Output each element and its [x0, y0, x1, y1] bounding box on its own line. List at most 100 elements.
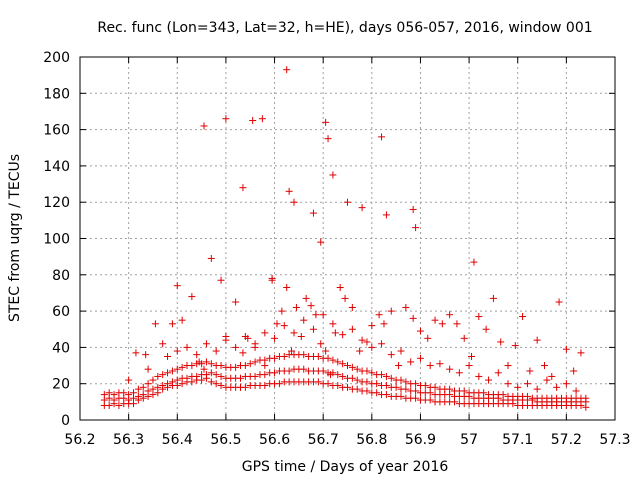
data-point	[339, 372, 347, 380]
x-tick-label: 56.7	[308, 432, 339, 448]
data-point	[339, 331, 347, 339]
data-point	[314, 352, 322, 360]
y-tick-label: 140	[43, 159, 70, 175]
chart-title: Rec. func (Lon=343, Lat=32, h=HE), days …	[97, 20, 592, 36]
data-points	[100, 66, 590, 411]
data-point	[307, 302, 315, 310]
data-point	[348, 325, 356, 333]
data-point	[341, 294, 349, 302]
data-point	[438, 320, 446, 328]
data-point	[188, 293, 196, 301]
data-point	[375, 311, 383, 319]
data-point	[329, 320, 337, 328]
y-axis-label: STEC from uqrg / TECUs	[7, 154, 23, 322]
data-point	[173, 376, 181, 384]
data-point	[188, 362, 196, 370]
data-point	[241, 362, 249, 370]
data-point	[344, 362, 351, 370]
data-point	[421, 382, 429, 390]
data-point	[363, 367, 371, 375]
x-tick-label: 56.9	[405, 432, 436, 448]
data-point	[368, 343, 376, 351]
data-point	[504, 362, 512, 370]
data-point	[363, 338, 371, 346]
data-point	[416, 327, 424, 335]
data-point	[202, 371, 210, 379]
data-point	[193, 351, 201, 359]
data-point	[149, 385, 157, 393]
data-point	[139, 383, 147, 391]
data-point	[358, 204, 366, 212]
data-point	[232, 343, 240, 351]
data-point	[453, 320, 461, 328]
data-point	[288, 347, 296, 355]
data-point	[407, 358, 415, 366]
data-point	[314, 378, 322, 386]
data-point	[426, 362, 434, 370]
data-point	[207, 369, 215, 377]
data-point	[217, 372, 225, 380]
data-point	[424, 334, 432, 342]
data-point	[348, 303, 356, 311]
data-point	[300, 351, 308, 359]
data-point	[200, 365, 208, 373]
data-point	[344, 198, 351, 206]
y-tick-label: 120	[43, 195, 70, 211]
data-point	[212, 371, 220, 379]
data-point	[392, 383, 400, 391]
data-point	[268, 274, 276, 282]
data-point	[497, 338, 505, 346]
data-point	[426, 396, 434, 404]
y-tick-label: 100	[43, 232, 70, 248]
data-point	[577, 349, 585, 357]
data-point	[105, 401, 113, 409]
data-point	[387, 351, 395, 359]
data-point	[402, 385, 410, 393]
data-point	[202, 340, 210, 348]
data-point	[446, 311, 454, 319]
data-point	[465, 362, 473, 370]
data-point	[125, 376, 133, 384]
x-axis-ticks: 56.2 56.3 56.4 56.5 56.6 56.7 56.8 56.9 57 57.1 57…	[64, 57, 631, 448]
data-point	[533, 385, 541, 393]
data-point	[533, 336, 541, 344]
data-point	[164, 352, 172, 360]
x-tick-label: 56.5	[210, 432, 241, 448]
data-point	[395, 362, 403, 370]
data-point	[460, 334, 468, 342]
data-point	[431, 316, 439, 324]
data-point	[324, 380, 332, 388]
data-point	[322, 347, 330, 355]
x-tick-label: 56.2	[64, 432, 95, 448]
x-tick-label: 56.4	[162, 432, 193, 448]
data-point	[154, 372, 162, 380]
data-point	[280, 322, 288, 330]
data-point	[251, 343, 259, 351]
data-point	[373, 380, 381, 388]
data-point	[455, 369, 463, 377]
data-point	[397, 376, 405, 384]
data-point	[202, 358, 210, 366]
x-tick-label: 57.3	[599, 432, 630, 448]
data-point	[482, 325, 490, 333]
data-point	[251, 358, 259, 366]
data-point	[319, 367, 327, 375]
y-tick-label: 60	[52, 304, 70, 320]
data-point	[164, 369, 172, 377]
data-point	[523, 392, 531, 400]
data-point	[499, 391, 507, 399]
data-point	[368, 322, 376, 330]
data-point	[285, 367, 293, 375]
data-point	[363, 387, 371, 395]
y-tick-label: 80	[52, 268, 70, 284]
x-tick-label: 57	[460, 432, 478, 448]
data-point	[271, 354, 279, 362]
x-tick-label: 57.1	[502, 432, 533, 448]
y-tick-label: 180	[43, 86, 70, 102]
data-point	[159, 340, 167, 348]
data-point	[144, 387, 152, 395]
data-point	[200, 122, 208, 130]
data-point	[382, 391, 390, 399]
data-point	[164, 380, 172, 388]
data-point	[222, 333, 230, 341]
